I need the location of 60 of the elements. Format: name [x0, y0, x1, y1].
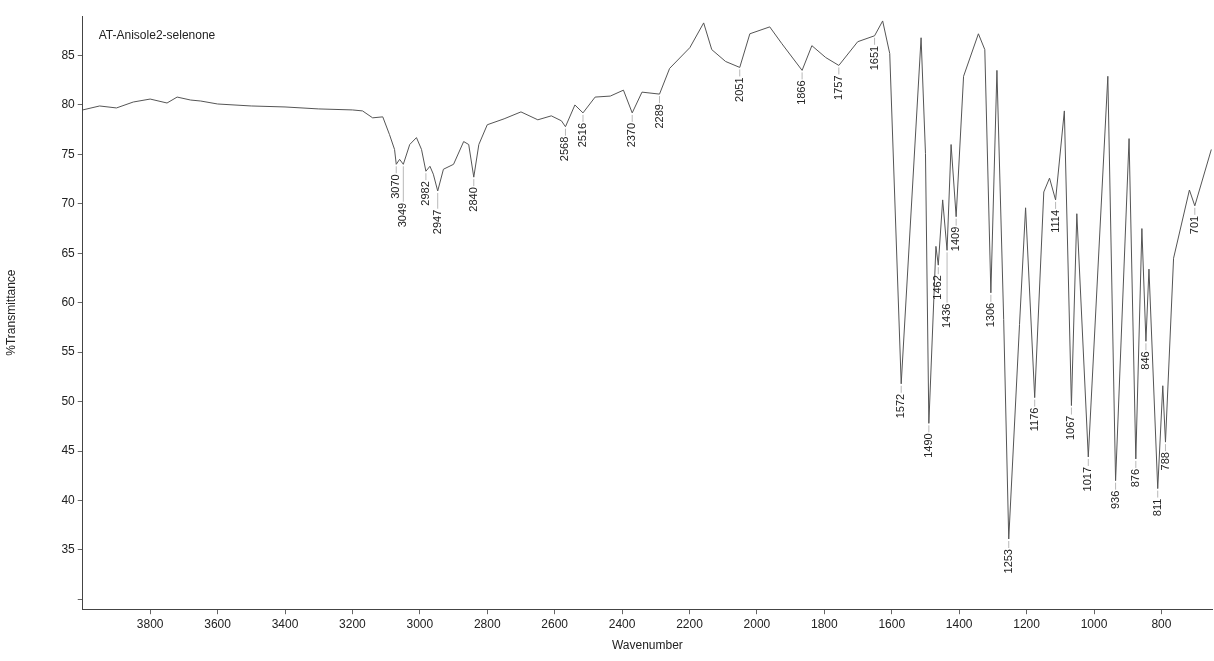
y-tick-label: 70	[61, 196, 76, 211]
annotation: 1462	[931, 275, 944, 300]
x-tick-label: 1000	[1080, 616, 1108, 631]
y-tick-label: 75	[61, 146, 76, 161]
annotation: 1490	[921, 433, 934, 458]
x-tick-label: 1800	[810, 616, 839, 631]
y-tick-label: 40	[61, 492, 76, 507]
x-tick-label: 1400	[945, 616, 973, 631]
x-tick-label: 3400	[271, 616, 299, 631]
annotation: 1306	[983, 302, 996, 328]
x-tick-label: 2200	[676, 616, 704, 631]
annotation: 2982	[418, 181, 431, 206]
x-tick-label: 3800	[136, 616, 164, 631]
text: AT-Anisole2-selenone	[98, 28, 216, 43]
x-axis-title: Wavenumber	[611, 638, 683, 653]
y-tick-label: 55	[61, 344, 76, 359]
annotation: 2370	[625, 122, 638, 148]
x-tick-label: 800	[1151, 616, 1172, 631]
y-tick-label: 35	[61, 542, 76, 557]
annotation: 2568	[558, 136, 571, 162]
annotation: 788	[1158, 452, 1171, 471]
annotation: 1436	[940, 303, 953, 329]
annotation: 701	[1187, 215, 1200, 235]
annotation: 2947	[430, 209, 443, 235]
annotation: 811	[1150, 498, 1163, 517]
annotation: 1176	[1027, 407, 1040, 432]
y-tick-label: 60	[61, 295, 76, 310]
x-tick-label: 2600	[541, 616, 569, 631]
x-tick-label: 2000	[743, 616, 771, 631]
annotation: 1017	[1081, 466, 1094, 492]
x-tick-label: 3000	[406, 616, 434, 631]
annotation: 1067	[1064, 415, 1077, 441]
annotation: 1114	[1048, 209, 1061, 233]
annotation: 2289	[652, 104, 665, 129]
annotation: 1866	[795, 80, 808, 105]
annotation: 2516	[576, 122, 589, 148]
y-tick-label: 85	[61, 47, 76, 62]
x-tick-label: 2400	[608, 616, 636, 631]
annotation: 2840	[466, 187, 479, 212]
x-tick-label: 3200	[339, 616, 367, 631]
annotation: 1253	[1001, 549, 1014, 574]
x-tick-label: 2800	[473, 616, 501, 631]
y-tick-label: 45	[61, 443, 76, 458]
annotation: 1651	[867, 45, 880, 71]
y-tick-label: 80	[61, 97, 76, 112]
annotation: 936	[1108, 490, 1121, 510]
x-tick-label: 1600	[878, 616, 906, 631]
y-tick-label: 65	[61, 245, 76, 260]
annotation: 1409	[949, 226, 962, 252]
x-tick-label: 3600	[204, 616, 232, 631]
annotation: 2051	[732, 77, 745, 102]
annotation: 3049	[396, 202, 409, 228]
annotation: 3070	[389, 174, 402, 199]
annotation: 876	[1128, 468, 1141, 488]
y-tick-label: 50	[61, 393, 76, 408]
annotation: 1572	[894, 393, 907, 419]
annotation: 1757	[831, 75, 844, 100]
annotation: 846	[1138, 351, 1151, 370]
x-tick-label: 1200	[1013, 616, 1041, 631]
y-axis-title: %Transmittance	[3, 269, 18, 356]
